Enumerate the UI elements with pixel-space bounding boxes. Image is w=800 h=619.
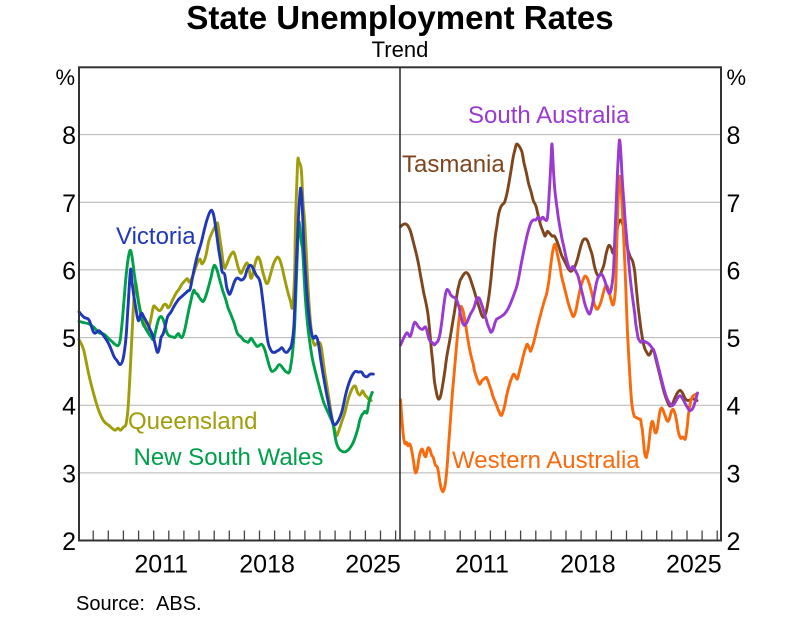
svg-text:Western Australia: Western Australia (452, 447, 640, 474)
svg-text:2: 2 (62, 528, 76, 556)
svg-text:2018: 2018 (560, 551, 616, 579)
svg-text:Queensland: Queensland (128, 408, 257, 435)
svg-text:South Australia: South Australia (468, 102, 630, 129)
svg-text:2025: 2025 (345, 551, 401, 579)
svg-text:%: % (727, 65, 747, 90)
svg-text:2018: 2018 (239, 551, 295, 579)
svg-text:State Unemployment Rates: State Unemployment Rates (186, 0, 613, 36)
svg-text:4: 4 (62, 393, 76, 421)
svg-text:Tasmania: Tasmania (402, 151, 505, 178)
svg-text:3: 3 (727, 460, 741, 488)
svg-text:2025: 2025 (666, 551, 722, 579)
svg-text:2011: 2011 (455, 551, 509, 579)
svg-text:7: 7 (727, 190, 741, 218)
svg-text:4: 4 (727, 393, 741, 421)
svg-text:Victoria: Victoria (116, 223, 196, 250)
svg-text:8: 8 (62, 122, 76, 150)
svg-text:2011: 2011 (134, 551, 188, 579)
svg-text:7: 7 (62, 190, 76, 218)
svg-text:3: 3 (62, 460, 76, 488)
svg-text:Source: ABS.: Source: ABS. (76, 593, 202, 614)
svg-text:5: 5 (727, 325, 741, 353)
svg-text:6: 6 (62, 257, 76, 285)
svg-text:5: 5 (62, 325, 76, 353)
svg-text:6: 6 (727, 257, 741, 285)
svg-text:%: % (55, 65, 75, 90)
svg-text:Trend: Trend (372, 37, 429, 62)
svg-text:2: 2 (727, 528, 741, 556)
svg-text:8: 8 (727, 122, 741, 150)
svg-text:New South Wales: New South Wales (134, 444, 324, 471)
